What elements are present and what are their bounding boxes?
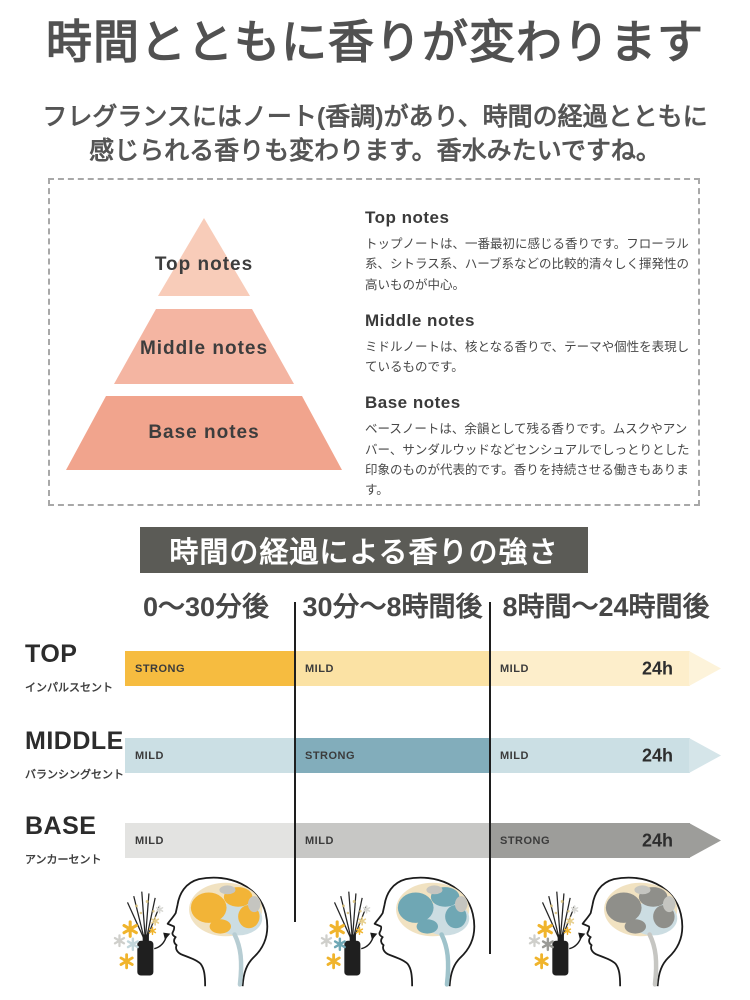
top-notes-block: Top notes トップノートは、一番最初に感じる香りです。フローラル系、シト… — [365, 208, 695, 295]
bar-segment: MILD — [125, 738, 295, 773]
bar-segment: MILD — [125, 823, 295, 858]
row-name-base: BASE — [25, 812, 97, 840]
segment-label: MILD — [135, 749, 164, 762]
bar-segment: STRONG — [125, 651, 295, 686]
top-notes-heading: Top notes — [365, 208, 450, 227]
row-label-middle: MIDDLE バランシングセント — [25, 727, 125, 782]
column-divider-1 — [294, 602, 296, 922]
pyramid-top-tier — [158, 218, 250, 296]
middle-notes-heading: Middle notes — [365, 310, 475, 330]
duration-label-24h: 24h — [641, 658, 673, 678]
row-subtitle-top: インパルスセント — [25, 682, 113, 694]
segment-label: STRONG — [500, 834, 551, 847]
head-illustration-top-phase — [113, 872, 283, 988]
top-notes-body: トップノートは、一番最初に感じる香りです。フローラル系、シトラス系、ハーブ系など… — [365, 237, 690, 292]
base-notes-heading: Base notes — [365, 393, 461, 413]
row-label-base: BASE アンカーセント — [25, 812, 125, 867]
bar-segment: MILD — [490, 651, 690, 686]
notes-pyramid: Top notes Middle notes Base notes — [66, 218, 342, 470]
bar-segment: MILD — [295, 823, 490, 858]
fragrance-notes-box: Top notes Middle notes Base notes Top no… — [48, 178, 700, 506]
strength-bar-middle: MILD STRONG MILD 24h — [125, 738, 725, 773]
page-subtitle: フレグランスにはノート(香調)があり、時間の経過とともに 感じられる香りも変わり… — [0, 100, 750, 168]
pyramid-middle-tier — [114, 309, 294, 384]
time-label-8h-24h: 8時間〜24時間後 — [502, 592, 710, 622]
subtitle-line-2: 感じられる香りも変わります。香水みたいですね。 — [89, 137, 661, 165]
bar-segment: STRONG — [295, 738, 490, 773]
segment-label: MILD — [305, 834, 334, 847]
notes-descriptions: Top notes トップノートは、一番最初に感じる香りです。フローラル系、シト… — [365, 208, 695, 500]
strength-bar-top: STRONG MILD MILD 24h — [125, 651, 725, 686]
bar-segment: MILD — [295, 651, 490, 686]
duration-label-24h: 24h — [641, 745, 673, 765]
middle-notes-block: Middle notes ミドルノートは、核となる香りで、テーマや個性を表現して… — [365, 311, 695, 378]
bar-segment: MILD — [490, 738, 690, 773]
strength-bar-base: MILD MILD STRONG 24h — [125, 823, 725, 858]
middle-notes-body: ミドルノートは、核となる香りで、テーマや個性を表現しているものです。 — [365, 339, 690, 374]
pyramid-base-label: Base notes — [148, 422, 259, 443]
arrow-tip-icon — [689, 823, 721, 858]
row-label-top: TOP インパルスセント — [25, 640, 125, 695]
row-subtitle-middle: バランシングセント — [25, 769, 124, 781]
segment-label: MILD — [500, 662, 529, 675]
arrow-tip-icon — [689, 651, 721, 686]
segment-label: MILD — [500, 749, 529, 762]
duration-label-24h: 24h — [641, 830, 673, 850]
time-label-0-30min: 0〜30分後 — [142, 592, 270, 622]
head-illustration-middle-phase — [320, 872, 490, 988]
row-name-top: TOP — [25, 640, 78, 668]
page-title: 時間とともに香りが変わります — [46, 16, 704, 68]
pyramid-middle-label: Middle notes — [140, 338, 268, 359]
segment-label: STRONG — [305, 749, 356, 762]
time-label-30min-8h: 30分〜8時間後 — [302, 592, 483, 622]
row-subtitle-base: アンカーセント — [25, 854, 102, 866]
column-divider-2 — [489, 602, 491, 954]
pyramid-base-tier — [66, 396, 342, 470]
bar-segment: STRONG — [490, 823, 690, 858]
subtitle-line-1: フレグランスにはノート(香調)があり、時間の経過とともに — [42, 103, 708, 131]
segment-label: MILD — [135, 834, 164, 847]
segment-label: MILD — [305, 662, 334, 675]
base-notes-body: ベースノートは、余韻として残る香りです。ムスクやアンバー、サンダルウッドなどセン… — [365, 422, 690, 497]
row-name-middle: MIDDLE — [25, 727, 124, 755]
arrow-tip-icon — [689, 738, 721, 773]
strength-section-banner: 時間の経過による香りの強さ — [140, 527, 588, 573]
pyramid-top-label: Top notes — [155, 254, 253, 275]
segment-label: STRONG — [135, 662, 186, 675]
base-notes-block: Base notes ベースノートは、余韻として残る香りです。ムスクやアンバー、… — [365, 393, 695, 500]
head-illustration-base-phase — [528, 872, 698, 988]
